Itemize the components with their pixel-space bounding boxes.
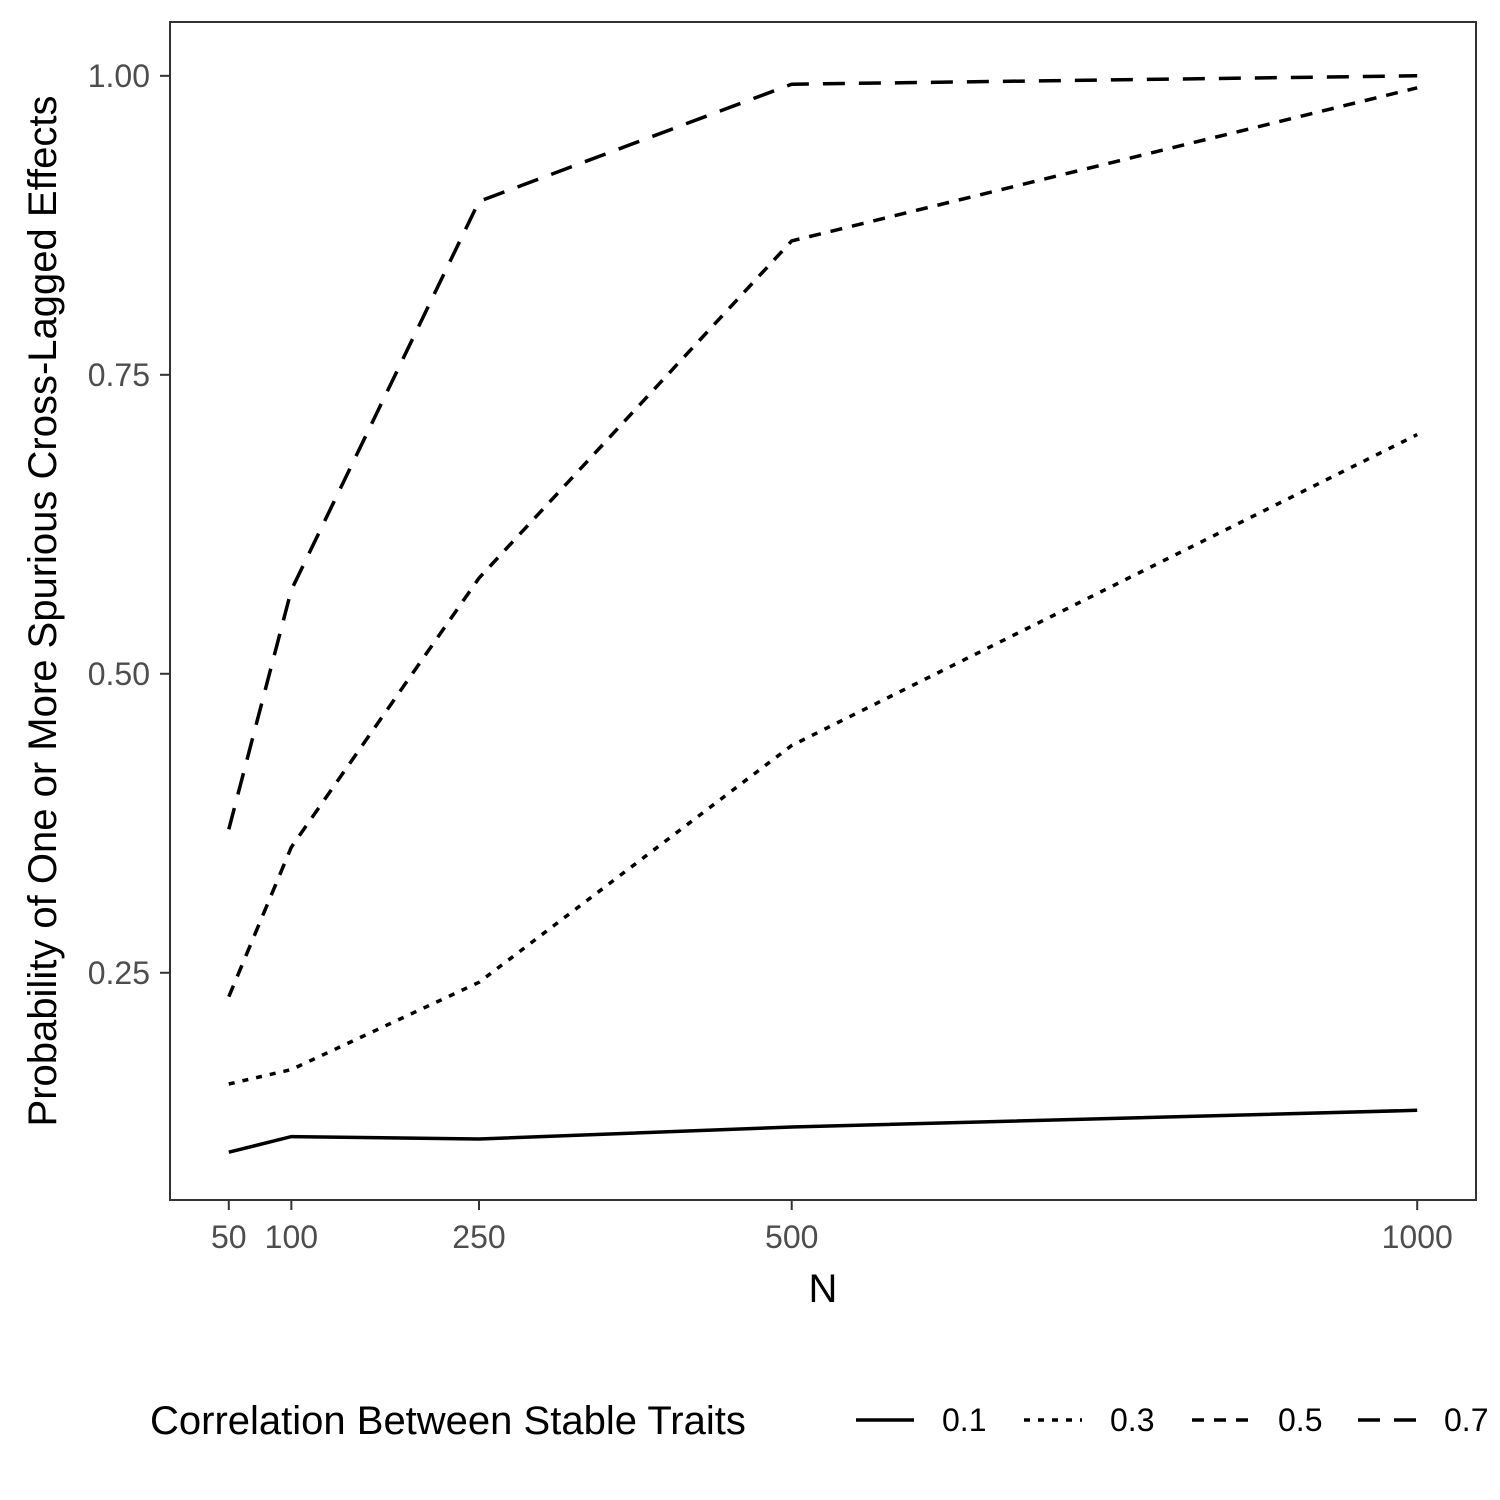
series-line-0-1 bbox=[228, 1108, 1418, 1154]
series-layer bbox=[227, 74, 1418, 1154]
series-line-0-5 bbox=[227, 86, 1418, 998]
legend-title: Correlation Between Stable Traits bbox=[150, 1399, 746, 1443]
legend-label-0-3: 0.3 bbox=[1110, 1402, 1154, 1438]
legend: Correlation Between Stable Traits 0.1 0.3… bbox=[150, 1399, 1488, 1443]
y-tick-label: 0.50 bbox=[88, 656, 150, 692]
x-tick-label: 250 bbox=[452, 1219, 505, 1255]
y-tick-label: 0.75 bbox=[88, 357, 150, 393]
y-axis-title: Probability of One or More Spurious Cros… bbox=[21, 96, 65, 1127]
plot-panel-border bbox=[169, 21, 1477, 1201]
x-tick-label: 50 bbox=[211, 1219, 247, 1255]
x-tick-label: 1000 bbox=[1382, 1219, 1453, 1255]
series-line-0-7 bbox=[227, 74, 1418, 830]
x-axis-title: N bbox=[809, 1267, 838, 1311]
x-axis: 50 100 250 500 1000 bbox=[211, 1200, 1453, 1255]
legend-label-0-7: 0.7 bbox=[1444, 1402, 1488, 1438]
x-tick-label: 100 bbox=[265, 1219, 318, 1255]
y-tick-label: 0.25 bbox=[88, 955, 150, 991]
series-line-0-3 bbox=[228, 433, 1418, 1086]
legend-label-0-1: 0.1 bbox=[942, 1402, 986, 1438]
legend-label-0-5: 0.5 bbox=[1278, 1402, 1322, 1438]
y-axis: 0.25 0.50 0.75 1.00 bbox=[88, 58, 170, 991]
x-tick-label: 500 bbox=[765, 1219, 818, 1255]
y-tick-label: 1.00 bbox=[88, 58, 150, 94]
